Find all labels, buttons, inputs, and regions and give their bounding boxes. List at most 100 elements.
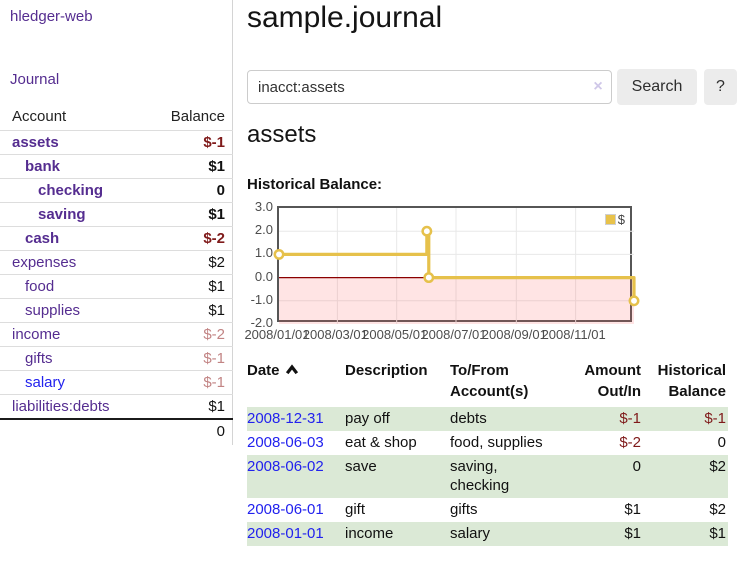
transaction-row: 2008-06-01 gift gifts $1 $2 bbox=[247, 498, 728, 522]
account-balance: $2 bbox=[208, 254, 225, 271]
account-balance: $1 bbox=[208, 158, 225, 175]
accounts-header-balance: Balance bbox=[170, 108, 225, 125]
register-table: Date Description To/From Account(s) Amou… bbox=[247, 360, 728, 546]
transaction-accounts: food, supplies bbox=[450, 434, 543, 451]
transaction-amount: $-1 bbox=[619, 410, 641, 427]
sidebar-item-journal[interactable]: Journal bbox=[10, 71, 60, 88]
transaction-balance: $2 bbox=[709, 458, 726, 475]
account-balance: $-1 bbox=[203, 350, 225, 367]
transaction-balance: $2 bbox=[709, 501, 726, 518]
historical-balance-chart: $ 3.0 2.0 1.0 0.0 -1.0 -2.0 2008/01/01 2008/03/… bbox=[244, 199, 742, 350]
account-balance: $1 bbox=[208, 278, 225, 295]
clear-search-icon[interactable]: × bbox=[593, 78, 603, 95]
page-title: sample.journal bbox=[247, 1, 443, 34]
transaction-amount: $-2 bbox=[619, 434, 641, 451]
x-axis-tick-label: 2008/09/01 bbox=[481, 327, 547, 342]
search-input[interactable] bbox=[247, 70, 612, 104]
column-header-amount: Amount Out/In bbox=[584, 362, 641, 400]
account-row: expenses $2 bbox=[0, 250, 233, 274]
transaction-description: income bbox=[345, 525, 394, 542]
account-link-assets[interactable]: assets bbox=[12, 134, 59, 151]
transaction-amount: $1 bbox=[624, 525, 641, 542]
transaction-amount: $1 bbox=[624, 501, 641, 518]
y-axis-tick-label: 3.0 bbox=[254, 199, 273, 214]
transaction-accounts: saving, checking bbox=[450, 458, 510, 494]
transaction-balance: $1 bbox=[709, 525, 726, 542]
account-row: saving $1 bbox=[0, 202, 233, 226]
account-row: income $-2 bbox=[0, 322, 233, 346]
transaction-row: 2008-06-03 eat & shop food, supplies $-2 0 bbox=[247, 431, 728, 455]
accounts-total: 0 bbox=[0, 418, 233, 442]
account-link-liabilities-debts[interactable]: liabilities:debts bbox=[12, 398, 110, 415]
account-balance: $-2 bbox=[203, 326, 225, 343]
account-link-cash[interactable]: cash bbox=[25, 230, 60, 247]
y-axis-tick-label: 2.0 bbox=[254, 222, 273, 238]
account-link-supplies[interactable]: supplies bbox=[25, 302, 81, 319]
date-header-label: Date bbox=[247, 362, 280, 379]
account-link-gifts[interactable]: gifts bbox=[25, 350, 53, 367]
transaction-date-link[interactable]: 2008-06-03 bbox=[247, 434, 324, 451]
sort-ascending-icon bbox=[285, 364, 298, 375]
account-row: bank $1 bbox=[0, 154, 233, 178]
account-row: salary $-1 bbox=[0, 370, 233, 394]
chart-plot-area: $ bbox=[273, 206, 640, 324]
y-axis-tick-label: 1.0 bbox=[254, 245, 273, 261]
account-heading: assets bbox=[247, 121, 317, 148]
transaction-date-link[interactable]: 2008-06-01 bbox=[247, 501, 324, 518]
transaction-description: gift bbox=[345, 501, 366, 518]
search-button[interactable]: Search bbox=[617, 69, 697, 105]
transaction-date-link[interactable]: 2008-01-01 bbox=[247, 525, 324, 542]
account-row: gifts $-1 bbox=[0, 346, 233, 370]
chart-title: Historical Balance: bbox=[247, 176, 383, 193]
accounts-header-account: Account bbox=[12, 108, 67, 125]
transaction-accounts: salary bbox=[450, 525, 491, 542]
transaction-description: pay off bbox=[345, 410, 390, 427]
column-header-date[interactable]: Date bbox=[247, 360, 345, 407]
account-link-expenses[interactable]: expenses bbox=[12, 254, 77, 271]
account-link-bank[interactable]: bank bbox=[25, 158, 61, 175]
account-link-food[interactable]: food bbox=[25, 278, 55, 295]
account-balance: $-1 bbox=[203, 374, 225, 391]
sidebar: hledger-web Journal Account Balance asse… bbox=[0, 0, 233, 445]
accounts-table: Account Balance assets $-1 bank $1 checking 0… bbox=[0, 105, 233, 442]
help-button[interactable]: ? bbox=[704, 69, 737, 105]
column-header-balance: Historical Balance bbox=[657, 362, 726, 400]
legend-swatch-icon bbox=[604, 214, 616, 225]
account-balance: $1 bbox=[208, 398, 225, 415]
account-row: assets $-1 bbox=[0, 130, 233, 154]
transaction-accounts: gifts bbox=[450, 501, 478, 518]
account-link-checking[interactable]: checking bbox=[38, 182, 104, 199]
app-title-link[interactable]: hledger-web bbox=[10, 8, 93, 25]
transaction-description: eat & shop bbox=[345, 434, 417, 451]
transaction-balance: $-1 bbox=[704, 410, 726, 427]
account-balance: 0 bbox=[216, 182, 225, 199]
legend-label: $ bbox=[617, 212, 625, 227]
chart-legend: $ bbox=[604, 212, 625, 227]
x-axis-tick-label: 2008/05/01 bbox=[362, 327, 428, 342]
account-row: supplies $1 bbox=[0, 298, 233, 322]
transaction-row: 2008-06-02 save saving, checking 0 $2 bbox=[247, 455, 728, 498]
transaction-accounts: debts bbox=[450, 410, 487, 427]
account-link-saving[interactable]: saving bbox=[38, 206, 86, 223]
account-link-income[interactable]: income bbox=[12, 326, 61, 343]
account-row: cash $-2 bbox=[0, 226, 233, 250]
transaction-date-link[interactable]: 2008-06-02 bbox=[247, 458, 324, 475]
account-row: checking 0 bbox=[0, 178, 233, 202]
account-row: liabilities:debts $1 bbox=[0, 394, 233, 418]
column-header-description: Description bbox=[345, 362, 428, 379]
transaction-row: 2008-01-01 income salary $1 $1 bbox=[247, 522, 728, 546]
x-axis-tick-label: 2008/11/01 bbox=[541, 327, 606, 342]
transaction-amount: 0 bbox=[632, 458, 641, 475]
transaction-row: 2008-12-31 pay off debts $-1 $-1 bbox=[247, 407, 728, 431]
x-axis-tick-label: 2008/07/01 bbox=[421, 327, 487, 342]
account-link-salary[interactable]: salary bbox=[25, 374, 66, 391]
column-header-accounts: To/From Account(s) bbox=[450, 362, 529, 400]
account-row: food $1 bbox=[0, 274, 233, 298]
x-axis-tick-label: 2008/03/01 bbox=[302, 327, 368, 342]
transaction-description: save bbox=[345, 458, 377, 475]
transaction-balance: 0 bbox=[717, 434, 726, 451]
transaction-date-link[interactable]: 2008-12-31 bbox=[247, 410, 324, 427]
register-header-row: Date Description To/From Account(s) Amou… bbox=[247, 360, 728, 407]
account-balance: $-2 bbox=[203, 230, 225, 247]
y-axis-tick-label: -2.0 bbox=[250, 315, 273, 330]
